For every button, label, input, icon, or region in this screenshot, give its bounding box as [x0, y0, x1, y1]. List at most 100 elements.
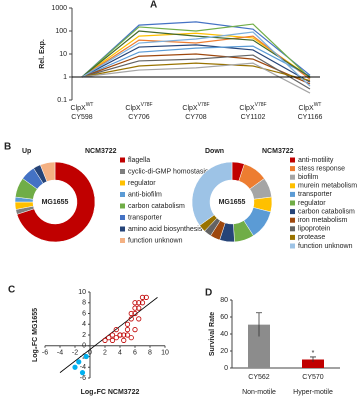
- series-line: [81, 62, 311, 82]
- legend-swatch: [120, 203, 125, 209]
- point: [117, 332, 123, 338]
- x-tick-label: CY570: [302, 374, 324, 381]
- point: [106, 335, 112, 341]
- point: [139, 300, 146, 306]
- y-tick-label: 1000: [51, 5, 67, 12]
- legend-swatch: [290, 157, 295, 163]
- point: [132, 305, 138, 311]
- category-name: ClpX: [71, 105, 87, 112]
- point: [76, 359, 82, 365]
- y-tick-label: 100: [55, 28, 67, 35]
- x-tick-label: ClpXWT: [299, 102, 322, 112]
- panel-label: D: [205, 288, 212, 299]
- annotation: *: [312, 350, 315, 357]
- y-tick-label: -4: [80, 364, 86, 371]
- point: [132, 300, 138, 306]
- donut-subtitle: NCM3722: [262, 148, 294, 155]
- point: [109, 332, 116, 338]
- legend-swatch: [290, 200, 295, 206]
- x-tick-label: -4: [57, 350, 63, 357]
- legend-label: carbon catabolism: [298, 208, 355, 215]
- series-line: [81, 31, 311, 87]
- y-tick-label: 0.1: [57, 97, 67, 104]
- donut-subtitle: NCM3722: [85, 148, 117, 155]
- y-tick-label: 6: [82, 310, 86, 317]
- point: [113, 335, 119, 341]
- legend-swatch: [120, 169, 125, 174]
- y-axis-label: Log₂FC MG1655: [32, 308, 39, 362]
- legend-swatch: [290, 217, 295, 223]
- legend-swatch: [120, 238, 125, 243]
- y-tick-label: 8: [82, 300, 86, 307]
- legend-label: carbon catabolism: [128, 203, 185, 210]
- point: [83, 353, 89, 360]
- category-sup: V78F: [198, 102, 210, 108]
- legend-label: function unknown: [298, 243, 353, 250]
- x-tick-label: -6: [42, 350, 48, 357]
- legend-label: transporter: [298, 191, 333, 198]
- bar: [302, 359, 324, 368]
- legend-label: transporter: [128, 214, 163, 221]
- x-tick-label: 8: [148, 350, 152, 357]
- series-line: [81, 53, 311, 85]
- category-sup: V78F: [141, 102, 153, 108]
- x-tick-label: CY708: [185, 114, 207, 121]
- point: [136, 305, 142, 311]
- legend-swatch: [120, 226, 125, 232]
- legend-swatch: [120, 157, 125, 163]
- legend-swatch: [120, 215, 125, 220]
- donut-slice: [16, 161, 96, 243]
- group-label: Non-motile: [242, 389, 276, 396]
- panel-label: B: [4, 142, 11, 153]
- category-name: ClpX: [125, 105, 141, 112]
- point: [124, 332, 131, 338]
- legend-label: anti-motility: [298, 157, 334, 164]
- legend-swatch: [290, 209, 295, 215]
- point: [143, 294, 149, 300]
- y-tick-label: -2: [80, 353, 86, 360]
- series-line: [81, 30, 311, 78]
- y-tick-label: 0: [224, 365, 228, 372]
- legend-label: stess response: [298, 165, 345, 172]
- x-tick-label: ClpXWT: [71, 102, 94, 112]
- legend-swatch: [290, 226, 295, 232]
- x-tick-label: CY598: [71, 114, 93, 121]
- legend-swatch: [290, 191, 295, 197]
- donut-center: MG1655: [42, 199, 69, 206]
- trend-line: [59, 297, 158, 373]
- legend-label: cyclic-di-GMP homostasis: [128, 168, 209, 175]
- series-line: [81, 54, 311, 90]
- panel-label: A: [150, 0, 157, 11]
- x-tick-label: 4: [118, 350, 122, 357]
- point: [128, 316, 134, 322]
- y-tick-label: 0: [82, 343, 86, 350]
- x-tick-label: ClpXV78F: [239, 102, 266, 112]
- point: [121, 337, 127, 343]
- y-tick-label: 80: [220, 297, 228, 304]
- y-tick-label: -6: [80, 375, 86, 382]
- legend-swatch: [120, 192, 125, 197]
- point: [72, 364, 78, 370]
- series-line: [81, 23, 311, 79]
- x-tick-label: 6: [133, 350, 137, 357]
- point: [132, 310, 138, 317]
- legend-label: amino acid biosynthesis: [128, 226, 203, 233]
- legend-label: flagella: [128, 157, 150, 164]
- donut-title: Up: [22, 148, 31, 155]
- x-tick-label: CY1166: [298, 114, 323, 121]
- legend-label: regulator: [128, 180, 156, 187]
- y-tick-label: 60: [220, 314, 228, 321]
- y-tick-label: 10: [78, 289, 86, 296]
- bar: [248, 324, 270, 368]
- donut-slice: [39, 161, 56, 182]
- point: [121, 332, 127, 338]
- series-line: [81, 21, 311, 78]
- point: [124, 321, 131, 327]
- panel-label: C: [8, 285, 15, 296]
- error-bar: [310, 356, 316, 363]
- legend-label: biofilm: [298, 174, 318, 181]
- point: [139, 294, 146, 300]
- point: [124, 327, 131, 333]
- legend-label: murein metabolism: [298, 183, 357, 190]
- category-name: ClpX: [299, 105, 315, 112]
